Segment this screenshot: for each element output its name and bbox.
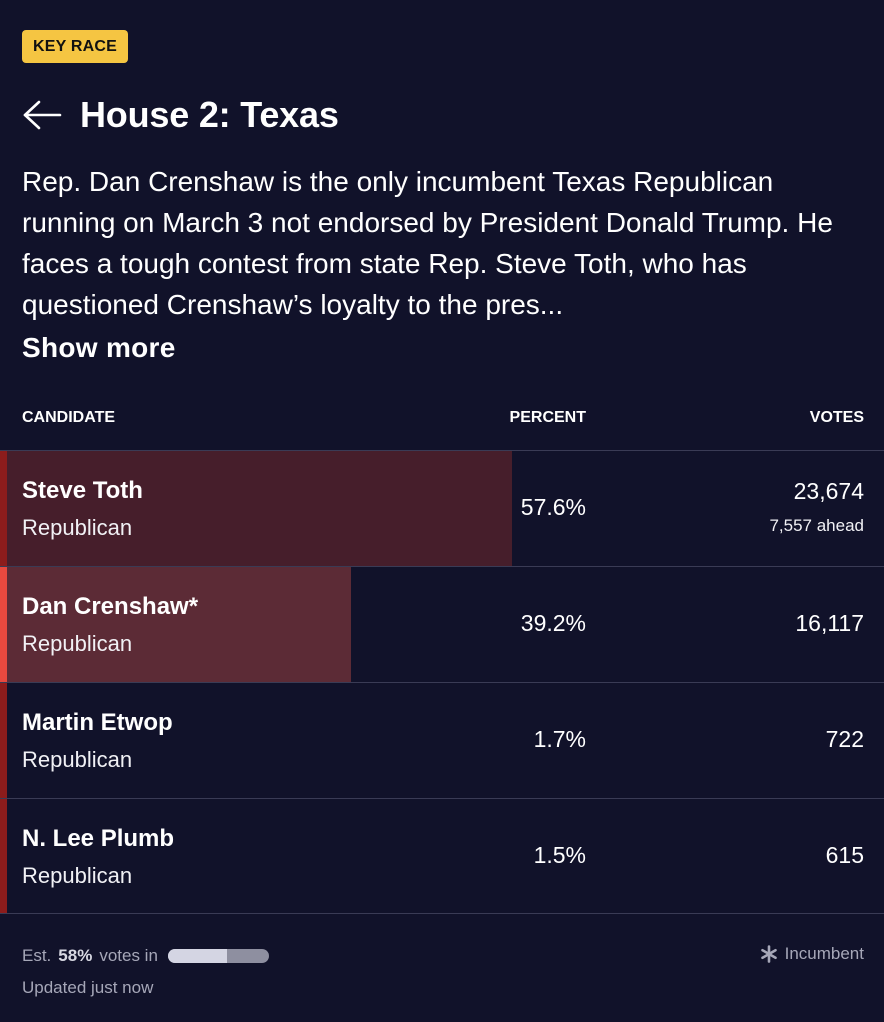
candidate-name: Martin Etwop	[22, 709, 173, 736]
votes-ahead: 7,557 ahead	[769, 516, 864, 535]
est-value: 58%	[58, 946, 93, 965]
page-title: House 2: Texas	[80, 94, 339, 135]
candidate-votes: 23,674	[793, 478, 864, 504]
row-accent	[0, 567, 7, 682]
row-accent	[0, 683, 7, 798]
results-table-header: CANDIDATE PERCENT VOTES	[22, 403, 864, 435]
incumbent-label: Incumbent	[784, 944, 864, 963]
votes-in-progress-fill	[167, 949, 227, 963]
candidate-percent: 39.2%	[520, 610, 586, 636]
table-row: Martin Etwop Republican 1.7% 722	[0, 682, 884, 798]
row-accent	[0, 799, 7, 913]
row-accent	[0, 451, 7, 566]
candidate-percent: 1.5%	[533, 842, 586, 868]
header-percent: PERCENT	[509, 409, 586, 426]
candidate-votes: 722	[825, 726, 864, 752]
candidate-party: Republican	[22, 515, 133, 540]
candidate-name: Steve Toth	[22, 477, 143, 504]
candidate-percent: 57.6%	[520, 494, 586, 520]
votes-estimate: Est. 58% votes in	[22, 940, 269, 972]
incumbent-legend: Incumbent	[760, 940, 864, 968]
updated-timestamp: Updated just now	[22, 978, 154, 997]
candidate-party: Republican	[22, 747, 133, 772]
table-row: N. Lee Plumb Republican 1.5% 615	[0, 798, 884, 914]
candidate-party: Republican	[22, 863, 133, 888]
results-table: Steve Toth Republican 57.6% 23,674 7,557…	[0, 450, 884, 914]
candidate-name: N. Lee Plumb	[22, 825, 175, 852]
votes-in-progress-bar	[167, 949, 269, 963]
arrow-left-icon[interactable]	[22, 92, 64, 138]
result-bar	[7, 567, 351, 682]
title-row: House 2: Texas	[22, 92, 339, 138]
candidate-percent: 1.7%	[533, 726, 586, 752]
race-description: Rep. Dan Crenshaw is the only incumbent …	[22, 161, 870, 369]
show-more-button[interactable]: Show more	[22, 332, 176, 363]
asterisk-icon	[760, 945, 778, 963]
table-row: Steve Toth Republican 57.6% 23,674 7,557…	[0, 450, 884, 566]
key-race-badge: KEY RACE	[22, 30, 128, 63]
est-prefix: Est.	[22, 946, 52, 965]
results-footer: Est. 58% votes in Updated just now Incum…	[22, 940, 864, 1010]
table-row: Dan Crenshaw* Republican 39.2% 16,117	[0, 566, 884, 682]
header-votes: VOTES	[809, 409, 864, 426]
candidate-party: Republican	[22, 631, 133, 656]
est-suffix: votes in	[99, 946, 158, 965]
candidate-votes: 615	[825, 842, 864, 868]
candidate-votes: 16,117	[795, 610, 864, 636]
candidate-name: Dan Crenshaw*	[22, 593, 199, 620]
result-bar	[7, 451, 513, 566]
header-candidate: CANDIDATE	[22, 409, 116, 426]
description-text: Rep. Dan Crenshaw is the only incumbent …	[22, 166, 833, 320]
